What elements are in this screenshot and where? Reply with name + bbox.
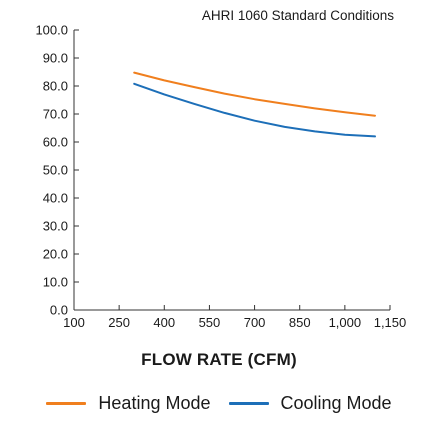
chart-subtitle: AHRI 1060 Standard Conditions: [201, 8, 394, 23]
x-tick-label: 100: [63, 315, 85, 330]
legend-swatch-heating: [46, 402, 87, 405]
x-axis-label: FLOW RATE (CFM): [141, 350, 297, 369]
series-line-heating-mode: [133, 71, 376, 117]
legend-label-cooling: Cooling Mode: [280, 393, 392, 413]
y-tick-label: 40.0: [43, 191, 68, 206]
y-tick-label: 60.0: [43, 135, 68, 150]
series-line-cooling-mode: [133, 82, 376, 138]
x-tick-label: 250: [108, 315, 130, 330]
y-tick-label: 0.0: [50, 303, 68, 318]
legend-item-heating: Heating Mode: [46, 393, 211, 414]
y-tick-label: 50.0: [43, 163, 68, 178]
legend-item-cooling: Cooling Mode: [228, 393, 392, 414]
x-tick-label: 1,150: [374, 315, 407, 330]
legend: Heating Mode Cooling Mode: [0, 393, 438, 414]
x-tick-label: 700: [244, 315, 266, 330]
y-tick-label: 10.0: [43, 275, 68, 290]
y-tick-label: 100.0: [35, 23, 68, 38]
y-tick-label: 30.0: [43, 219, 68, 234]
y-tick-label: 20.0: [43, 247, 68, 262]
y-tick-label: 90.0: [43, 51, 68, 66]
x-tick-label: 550: [199, 315, 221, 330]
y-tick-label: 70.0: [43, 107, 68, 122]
legend-label-heating: Heating Mode: [98, 393, 211, 413]
x-tick-label: 1,000: [329, 315, 362, 330]
x-tick-label: 400: [153, 315, 175, 330]
x-tick-label: 850: [289, 315, 311, 330]
y-tick-label: 80.0: [43, 79, 68, 94]
legend-swatch-cooling: [228, 402, 269, 405]
